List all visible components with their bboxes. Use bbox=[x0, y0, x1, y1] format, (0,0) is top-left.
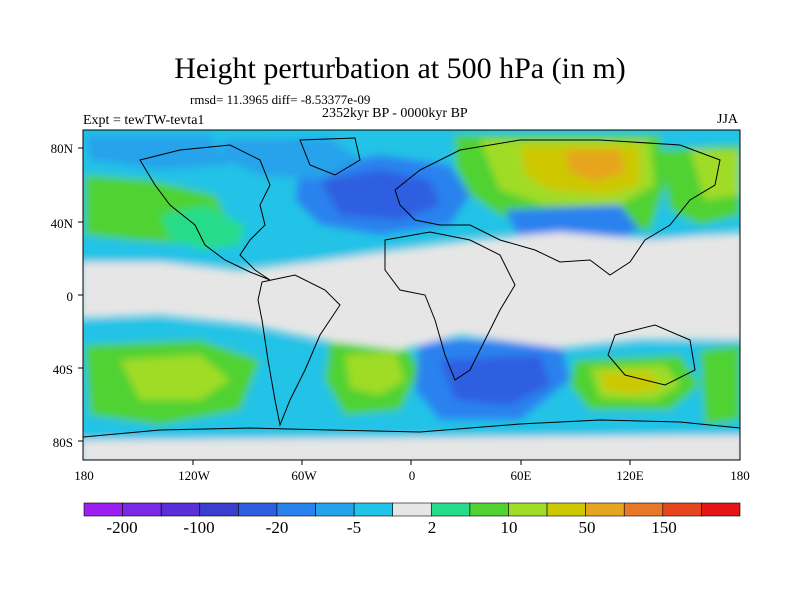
colorbar-label-4: -5 bbox=[346, 518, 362, 537]
lat-label-80n: 80N bbox=[50, 141, 73, 156]
lat-label-80s: 80S bbox=[52, 435, 73, 450]
colorbar-segment-13 bbox=[546, 502, 586, 517]
colorbar-segment-14 bbox=[585, 502, 625, 517]
field-region-natlantic-dark bbox=[320, 170, 440, 220]
lon-label-60w: 60W bbox=[291, 468, 317, 483]
contour-field bbox=[83, 130, 740, 460]
period-text: 2352kyr BP - 0000kyr BP bbox=[322, 106, 468, 121]
lat-label-40n: 40N bbox=[50, 216, 73, 231]
stats-text: rmsd= 11.3965 diff= -8.53377e-09 bbox=[190, 92, 371, 107]
field-region-antarctic bbox=[83, 435, 740, 460]
field-region-sepacific bbox=[700, 345, 740, 425]
colorbar-label-6: 10 bbox=[500, 518, 518, 537]
field-region-equator bbox=[83, 232, 740, 350]
colorbar-segment-12 bbox=[508, 502, 548, 517]
lon-label-120w: 120W bbox=[178, 468, 210, 483]
colorbar bbox=[83, 502, 741, 517]
lon-label-120e: 120E bbox=[616, 468, 644, 483]
coastline-greenland bbox=[299, 137, 361, 176]
lat-label-40s: 40S bbox=[52, 362, 73, 377]
coastline-antarctica bbox=[83, 419, 740, 438]
colorbar-segment-7 bbox=[315, 502, 355, 517]
axis-ticks bbox=[78, 147, 631, 465]
colorbar-label-8: 150 bbox=[651, 518, 677, 537]
coastline-south-america bbox=[257, 274, 341, 427]
colorbar-label-3: -20 bbox=[265, 518, 289, 537]
experiment-label: Expt = tewTW-tevta1 bbox=[83, 113, 205, 128]
colorbar-label-2: -100 bbox=[183, 518, 215, 537]
colorbar-segment-3 bbox=[160, 502, 201, 517]
field-region-arctic bbox=[220, 138, 360, 180]
lon-label-180e: 180 bbox=[730, 468, 750, 483]
coastlines bbox=[83, 137, 740, 438]
colorbar-segment-16 bbox=[662, 502, 702, 517]
colorbar-segment-4 bbox=[199, 502, 239, 517]
field-region-south-band bbox=[83, 318, 740, 460]
colorbar-label-7: 50 bbox=[578, 518, 596, 537]
coastline-africa bbox=[384, 231, 516, 381]
colorbar-segment-2 bbox=[122, 502, 162, 517]
coastline-north-america bbox=[139, 144, 271, 281]
field-region-satlantic-yg bbox=[345, 352, 405, 395]
field-region-spacific-yg bbox=[120, 355, 230, 400]
colorbar-segment-17 bbox=[701, 502, 741, 517]
colorbar-segment-8 bbox=[353, 502, 394, 517]
colorbar-segment-6 bbox=[276, 502, 316, 517]
plot-title: Height perturbation at 500 hPa (in m) bbox=[174, 52, 626, 85]
colorbar-segment-10 bbox=[430, 502, 471, 517]
field-region-namerica bbox=[160, 205, 245, 250]
coastline-eurasia bbox=[394, 139, 721, 276]
field-region-wnpacific bbox=[85, 135, 230, 170]
colorbar-label-1: -200 bbox=[106, 518, 138, 537]
colorbar-segment-9 bbox=[392, 502, 432, 517]
lat-label-0: 0 bbox=[66, 289, 74, 304]
colorbar-segment-15 bbox=[623, 502, 664, 517]
lon-label-0: 0 bbox=[408, 468, 416, 483]
season-label: JJA bbox=[717, 112, 739, 127]
colorbar-segment-1 bbox=[83, 502, 123, 517]
lon-label-180w: 180 bbox=[74, 468, 94, 483]
field-region-sindian-dark bbox=[440, 355, 550, 405]
colorbar-label-5: 2 bbox=[427, 518, 437, 537]
field-region-australia-yellow bbox=[600, 372, 660, 394]
colorbar-segment-5 bbox=[238, 502, 278, 517]
field-region-asia-orange bbox=[565, 150, 625, 182]
lon-label-60e: 60E bbox=[510, 468, 532, 483]
coastline-australia bbox=[607, 324, 696, 386]
colorbar-segment-11 bbox=[469, 502, 509, 517]
field-region-epacific-yg bbox=[690, 150, 740, 200]
